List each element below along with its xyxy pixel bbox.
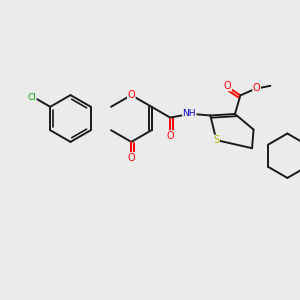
- Text: O: O: [224, 81, 232, 91]
- Text: Cl: Cl: [27, 93, 36, 102]
- Text: O: O: [128, 152, 135, 163]
- Text: O: O: [253, 83, 260, 93]
- Text: S: S: [213, 135, 219, 145]
- Text: NH: NH: [183, 109, 196, 118]
- Text: O: O: [128, 90, 135, 100]
- Text: O: O: [166, 130, 174, 141]
